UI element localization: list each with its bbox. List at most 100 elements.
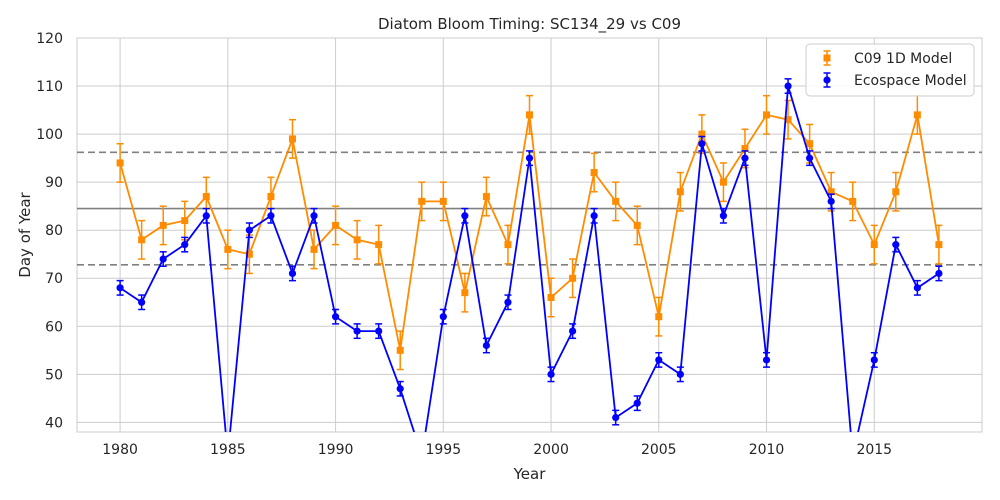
x-axis-title: Year [513,465,547,483]
data-point [482,341,491,350]
data-point [439,313,447,321]
y-tick-label: 50 [45,367,63,383]
data-point [525,154,534,162]
data-point [892,241,900,249]
data-point [568,327,577,335]
data-point [526,111,533,119]
data-point [676,188,684,196]
data-point [267,212,275,220]
data-point [892,188,900,196]
data-point [482,193,490,201]
legend-label: Ecospace Model [854,73,967,89]
data-point [698,140,706,148]
data-point [913,284,921,292]
data-point [418,197,426,205]
data-point [676,370,684,378]
x-tick-label: 2000 [533,442,569,458]
data-point [741,145,749,153]
data-point [870,356,878,364]
x-tick-label: 2010 [749,442,785,458]
chart-title: Diatom Bloom Timing: SC134_29 vs C09 [378,15,681,34]
data-point [310,245,318,253]
data-point [827,188,835,196]
data-point [332,221,340,229]
data-point [245,226,253,234]
data-point [504,298,512,306]
data-point [138,236,146,244]
y-axis-title: Day of Year [16,191,34,277]
series-layer [116,78,943,459]
y-tick-label: 40 [45,415,63,431]
y-tick-label: 100 [36,127,63,143]
x-tick-label: 1990 [318,442,354,458]
data-point [181,217,189,225]
data-point [719,178,727,186]
data-point [547,370,555,378]
data-point [202,212,210,220]
y-tick-label: 80 [45,223,63,239]
data-point [741,154,749,162]
data-point [375,241,383,249]
data-point [698,130,706,138]
data-point [116,159,124,167]
data-point [784,82,792,90]
x-tick-label: 1995 [425,442,461,458]
data-point [762,356,771,364]
legend-box [805,43,975,97]
y-tick-label: 70 [45,271,63,287]
data-point [612,197,620,205]
data-point [159,255,167,263]
legend-marker [823,54,831,62]
data-point [913,111,921,119]
data-point [245,250,253,258]
legend: C09 1D Model Ecospace Model [805,43,975,97]
x-tick-label: 2015 [856,442,892,458]
y-tick-label: 110 [36,79,63,95]
data-point [439,197,447,205]
tick-labels: 1980 1985 1990 1995 2000 2005 2010 2015 40 50 60 70… [36,31,892,458]
data-point [396,385,404,393]
data-point [655,313,663,321]
data-point [590,169,598,177]
data-point [504,241,512,249]
y-tick-label: 120 [36,31,63,47]
data-point [633,221,641,229]
data-point [418,452,425,459]
legend-label: C09 1D Model [854,51,952,67]
data-point [870,241,878,249]
x-tick-label: 1985 [210,442,246,458]
x-tick-label: 2005 [641,442,677,458]
data-point [763,111,771,119]
data-point [806,154,814,162]
data-point [655,356,663,364]
data-point [849,452,856,459]
data-point [612,413,620,422]
y-tick-label: 90 [45,175,63,191]
series-ecospace [116,78,943,459]
data-point [138,298,146,306]
data-point [569,274,577,282]
data-point [590,212,598,220]
data-point [310,212,318,220]
data-point [224,245,232,253]
data-point [849,197,857,205]
data-point [375,327,383,335]
data-point [719,212,728,220]
data-point [461,212,469,220]
data-point [935,269,943,278]
data-point [633,399,641,407]
data-point [396,346,404,354]
data-point [827,197,835,205]
data-point [331,313,340,321]
data-point [461,289,469,297]
legend-marker [823,76,831,84]
data-point [784,116,792,124]
data-point [116,284,124,292]
data-point [935,241,943,249]
data-point [159,221,167,229]
x-tick-label: 1980 [102,442,138,458]
data-point [353,236,361,244]
data-point [288,135,296,143]
